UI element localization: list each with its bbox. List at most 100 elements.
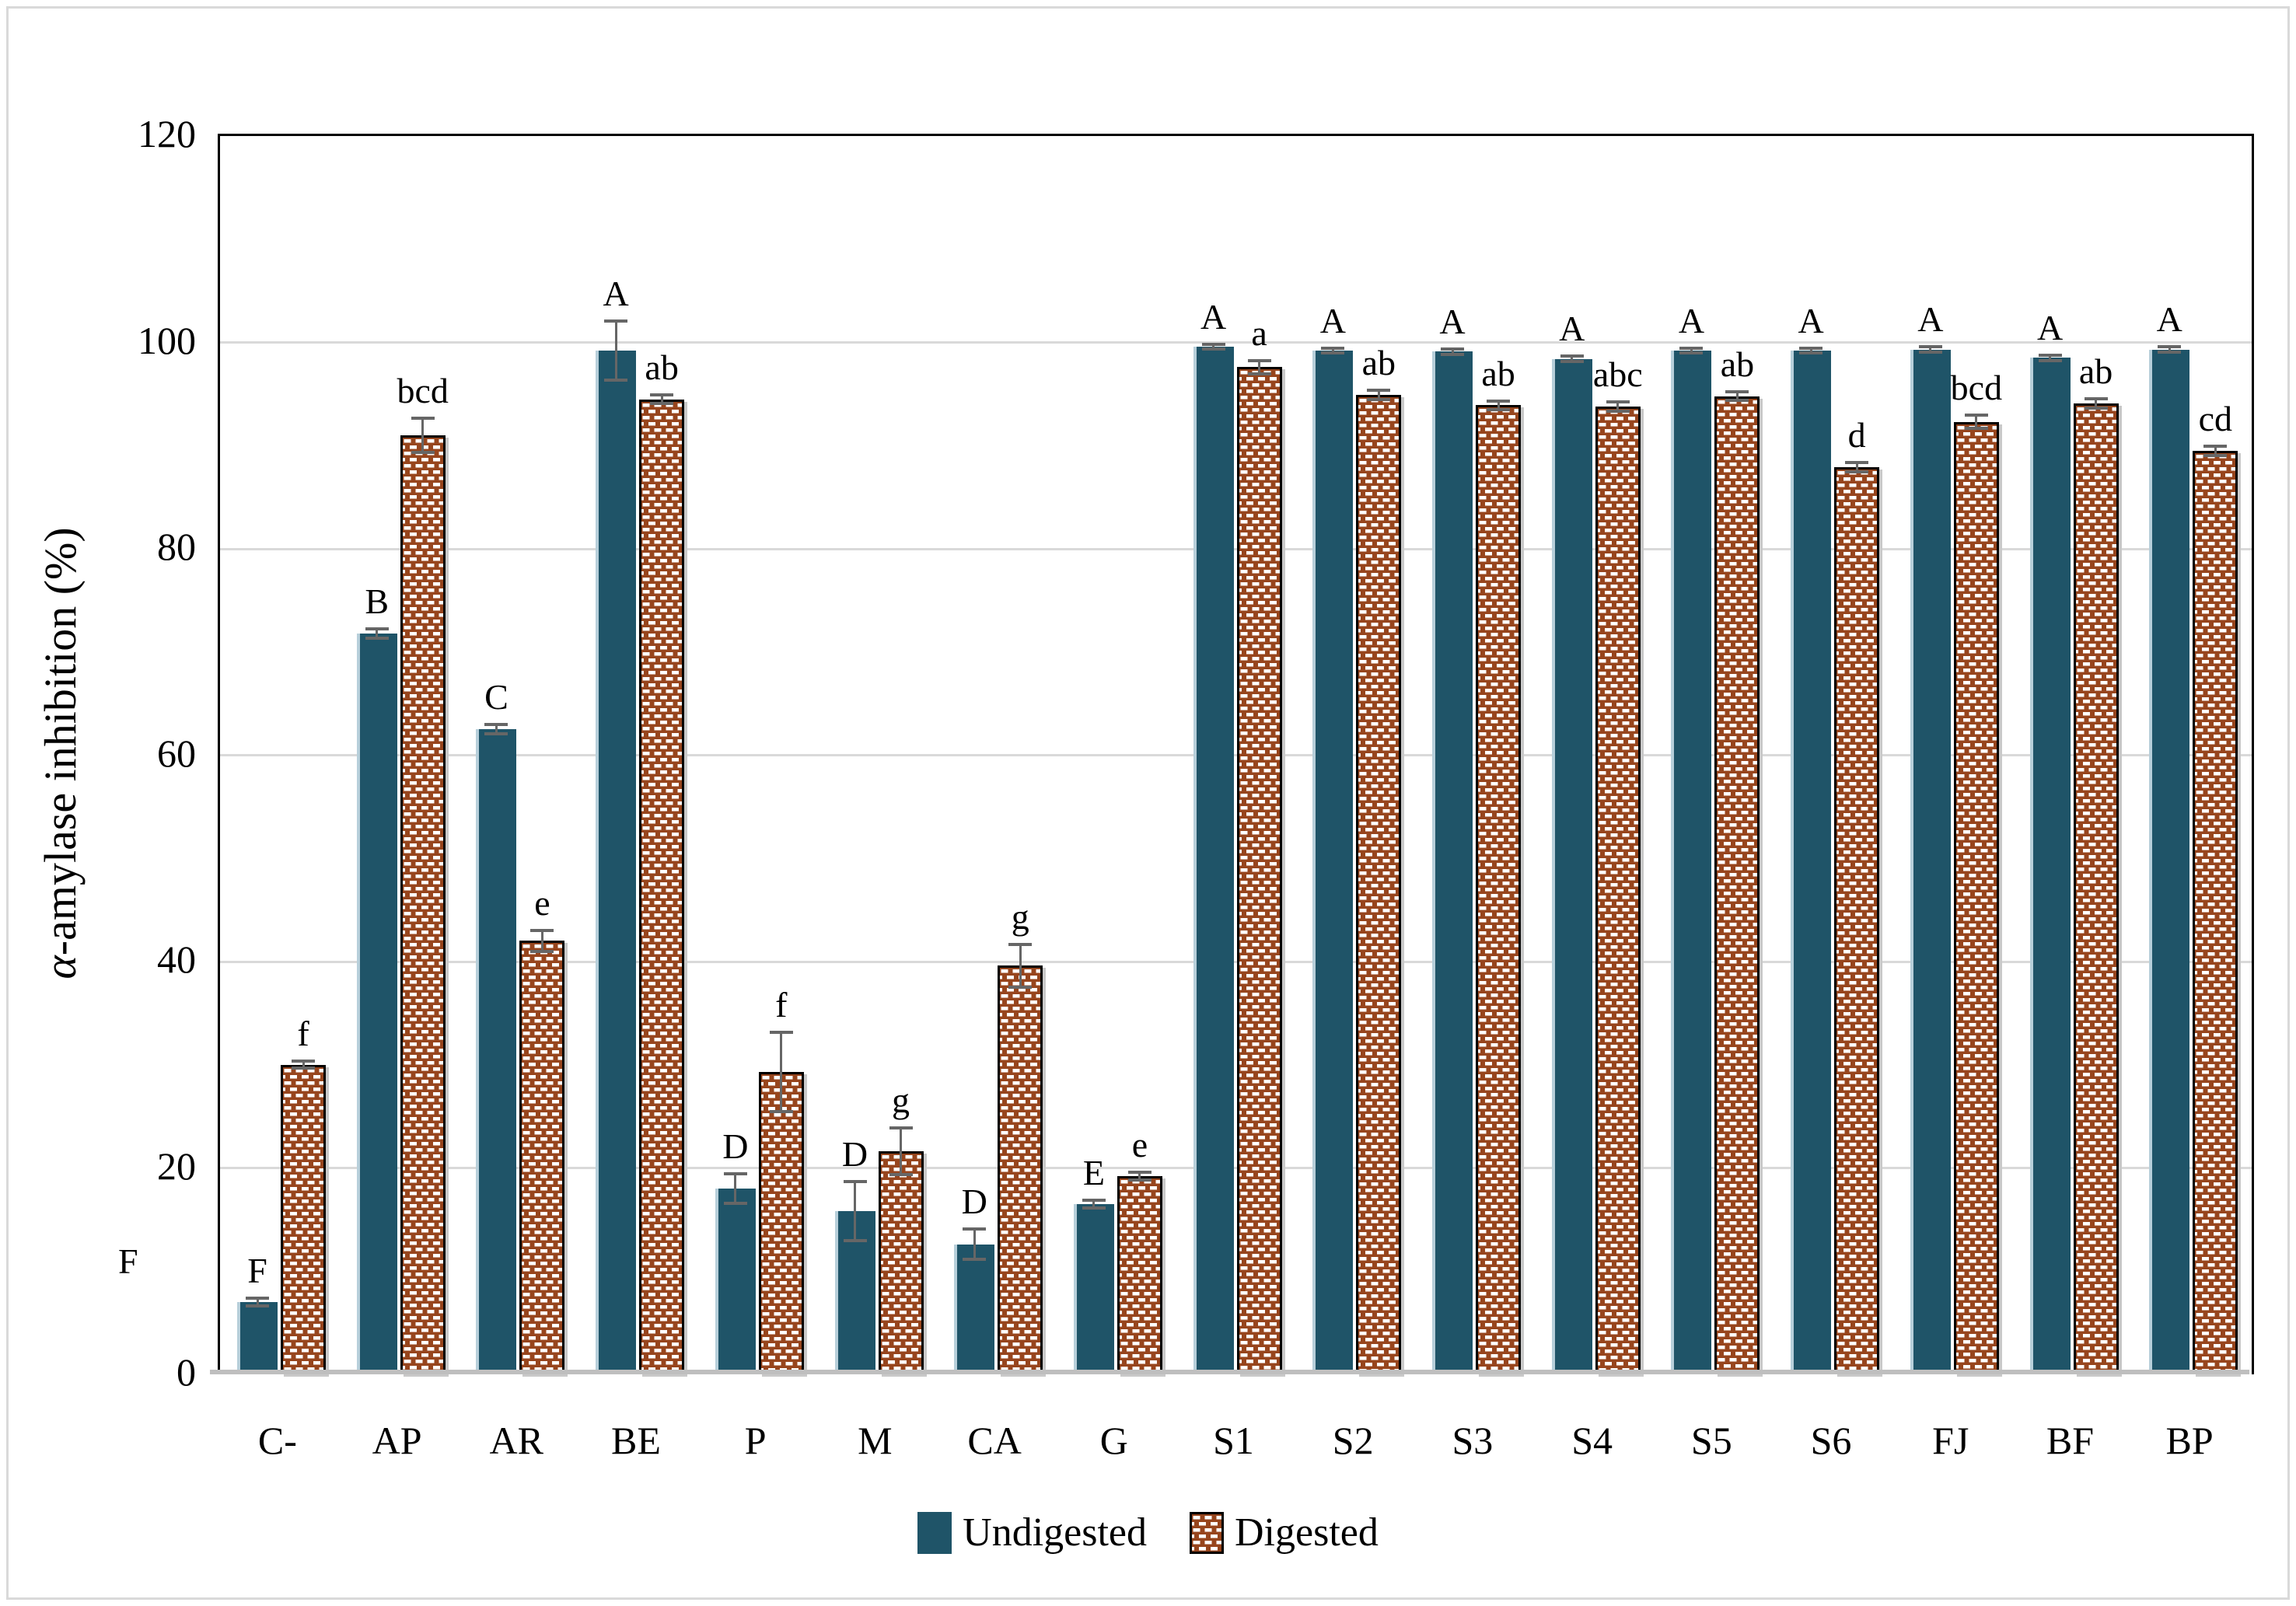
bar-undigested-AP	[356, 633, 397, 1374]
error-bar-digested-S3	[1487, 399, 1511, 412]
error-bar-undigested-S5	[1679, 346, 1704, 355]
legend-label-undigested: Undigested	[963, 1510, 1147, 1555]
bar-undigested-S2	[1312, 351, 1354, 1374]
bar-undigested-M	[834, 1211, 875, 1374]
sig-letter-digested-C-: f	[297, 1014, 309, 1054]
error-bar-digested-G	[1127, 1171, 1151, 1182]
error-bar-undigested-C-	[246, 1297, 269, 1307]
x-category-label-AP: AP	[372, 1419, 422, 1462]
legend: Undigested Digested	[0, 1510, 2296, 1555]
sig-letter-digested-G: e	[1131, 1125, 1148, 1165]
sig-letter-digested-S2: ab	[1361, 343, 1396, 383]
bar-digested-S2	[1356, 395, 1402, 1374]
sig-letter-undigested-M: D	[841, 1134, 868, 1175]
bar-digested-AR	[519, 941, 565, 1374]
bar-digested-G	[1117, 1176, 1162, 1374]
error-bar-digested-S5	[1725, 389, 1749, 403]
legend-item-digested: Digested	[1190, 1510, 1379, 1555]
gridline-y-40	[220, 960, 2252, 963]
error-bar-digested-S4	[1606, 400, 1630, 413]
bar-undigested-S3	[1432, 351, 1473, 1374]
x-category-label-S6: S6	[1810, 1419, 1852, 1462]
x-category-label-BP: BP	[2165, 1419, 2214, 1462]
error-bar-undigested-BE	[604, 319, 628, 382]
bar-digested-P	[758, 1072, 804, 1374]
sig-letter-undigested-P: D	[722, 1126, 749, 1166]
error-bar-undigested-G	[1082, 1199, 1106, 1210]
error-bar-digested-BP	[2203, 444, 2228, 457]
sig-letter-undigested-S5: A	[1678, 300, 1705, 340]
error-bar-undigested-S6	[1799, 346, 1823, 355]
sig-letter-digested-S5: ab	[1720, 344, 1755, 384]
bar-digested-FJ	[1953, 421, 1999, 1374]
bar-digested-C-	[281, 1064, 326, 1374]
y-tick-label-120: 120	[138, 112, 196, 155]
bar-undigested-BE	[596, 351, 637, 1374]
gridline-y-100	[220, 341, 2252, 344]
sig-letter-undigested-FJ: A	[1917, 299, 1944, 340]
sig-letter-digested-S3: ab	[1481, 353, 1515, 393]
sig-letter-undigested-C-: F	[247, 1251, 267, 1291]
x-category-label-C-: C-	[257, 1419, 297, 1462]
error-bar-digested-CA	[1008, 943, 1033, 989]
bar-digested-BP	[2193, 450, 2238, 1374]
sig-letter-undigested-BF: A	[2036, 308, 2064, 348]
bar-undigested-G	[1073, 1203, 1114, 1374]
sig-letter-undigested-AR: C	[484, 677, 508, 717]
bar-undigested-C-	[237, 1302, 278, 1374]
gridline-y-20	[220, 1167, 2252, 1169]
error-bar-undigested-AR	[484, 723, 508, 736]
x-category-label-FJ: FJ	[1932, 1419, 1969, 1462]
y-tick-label-20: 20	[157, 1143, 196, 1188]
sig-letter-undigested-AP: B	[365, 581, 390, 621]
sig-letter-undigested-S6: A	[1798, 300, 1824, 340]
x-category-label-S3: S3	[1452, 1419, 1494, 1462]
gridline-y-60	[220, 754, 2252, 756]
bar-digested-S4	[1595, 406, 1641, 1374]
stray-sig-letter-f: F	[118, 1241, 138, 1281]
sig-letter-digested-S6: d	[1847, 415, 1866, 456]
bar-digested-S3	[1476, 405, 1522, 1374]
x-category-label-S5: S5	[1690, 1419, 1732, 1462]
sig-letter-undigested-S1: A	[1200, 296, 1227, 337]
bar-digested-S1	[1236, 367, 1282, 1374]
sig-letter-undigested-S2: A	[1319, 300, 1346, 340]
error-bar-digested-S2	[1367, 389, 1391, 402]
bar-digested-AP	[400, 435, 446, 1374]
sig-letter-digested-BE: ab	[645, 347, 679, 387]
bar-undigested-S6	[1791, 351, 1832, 1374]
error-bar-undigested-CA	[963, 1227, 987, 1261]
y-tick-label-0: 0	[176, 1350, 196, 1394]
y-tick-label-80: 80	[157, 525, 196, 568]
error-bar-undigested-S1	[1201, 342, 1225, 351]
sig-letter-undigested-G: E	[1082, 1153, 1105, 1193]
bar-undigested-S1	[1193, 346, 1234, 1374]
error-bar-undigested-BF	[2038, 354, 2062, 362]
x-category-label-BF: BF	[2046, 1419, 2095, 1462]
sig-letter-undigested-BP: A	[2156, 299, 2182, 340]
bar-undigested-CA	[954, 1244, 995, 1374]
bar-digested-BF	[2073, 403, 2119, 1374]
sig-letter-digested-M: g	[892, 1081, 910, 1121]
bar-undigested-S4	[1551, 358, 1592, 1374]
error-bar-digested-AR	[530, 928, 554, 954]
error-bar-undigested-BP	[2158, 345, 2182, 354]
sig-letter-digested-AP: bcd	[397, 371, 449, 411]
bar-digested-M	[878, 1151, 924, 1374]
error-bar-undigested-P	[723, 1171, 747, 1206]
error-bar-undigested-M	[843, 1180, 867, 1243]
error-bar-digested-C-	[292, 1060, 315, 1070]
x-category-label-BE: BE	[611, 1419, 661, 1462]
error-bar-digested-M	[889, 1126, 913, 1177]
error-bar-digested-P	[769, 1030, 793, 1114]
sig-letter-digested-CA: g	[1011, 897, 1029, 937]
bar-digested-BE	[639, 399, 685, 1374]
error-bar-undigested-S4	[1560, 354, 1584, 364]
sig-letter-digested-FJ: bcd	[1950, 368, 2003, 408]
sig-letter-digested-P: f	[775, 984, 788, 1025]
sig-letter-undigested-BE: A	[603, 274, 629, 314]
bar-digested-S5	[1714, 396, 1760, 1374]
sig-letter-undigested-S3: A	[1439, 302, 1466, 342]
x-category-label-G: G	[1099, 1419, 1128, 1462]
sig-letter-undigested-CA: D	[961, 1182, 987, 1222]
